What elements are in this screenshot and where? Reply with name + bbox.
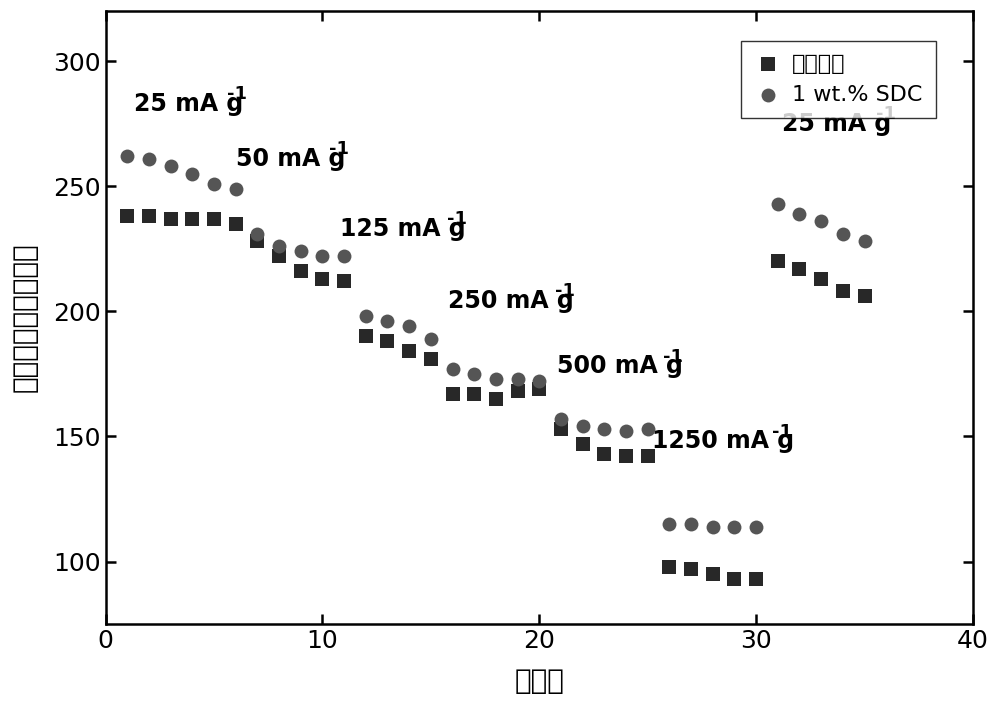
普通材料	[813, 273, 829, 285]
Text: 1250 mA g: 1250 mA g	[652, 429, 794, 453]
X-axis label: 周　期: 周 期	[514, 667, 564, 695]
普通材料	[445, 388, 461, 400]
普通材料	[293, 265, 309, 277]
Text: 25 mA g: 25 mA g	[782, 112, 891, 136]
普通材料	[228, 218, 244, 229]
普通材料	[726, 573, 742, 585]
1 wt.% SDC	[358, 311, 374, 322]
普通材料	[379, 336, 395, 347]
普通材料	[358, 330, 374, 342]
普通材料	[553, 424, 569, 435]
普通材料	[249, 236, 265, 247]
普通材料	[423, 353, 439, 364]
Text: 125 mA g: 125 mA g	[340, 217, 465, 241]
Text: -1: -1	[329, 140, 349, 158]
普通材料	[857, 291, 873, 302]
1 wt.% SDC	[770, 198, 786, 210]
1 wt.% SDC	[813, 215, 829, 227]
1 wt.% SDC	[445, 364, 461, 375]
Text: -1: -1	[772, 423, 792, 441]
Y-axis label: 放　电　比　容　量: 放 电 比 容 量	[11, 243, 39, 393]
普通材料	[575, 438, 591, 450]
Text: -1: -1	[227, 85, 247, 103]
普通材料	[466, 388, 482, 400]
普通材料	[184, 213, 200, 225]
1 wt.% SDC	[228, 183, 244, 194]
1 wt.% SDC	[119, 150, 135, 162]
1 wt.% SDC	[531, 376, 547, 387]
普通材料	[141, 210, 157, 222]
1 wt.% SDC	[379, 316, 395, 327]
Text: 250 mA g: 250 mA g	[448, 289, 574, 313]
1 wt.% SDC	[683, 518, 699, 530]
1 wt.% SDC	[206, 178, 222, 189]
1 wt.% SDC	[141, 153, 157, 164]
1 wt.% SDC	[705, 521, 721, 532]
普通材料	[835, 286, 851, 297]
1 wt.% SDC	[726, 521, 742, 532]
普通材料	[596, 448, 612, 460]
普通材料	[401, 346, 417, 357]
1 wt.% SDC	[271, 241, 287, 252]
Text: 25 mA g: 25 mA g	[134, 92, 243, 116]
1 wt.% SDC	[661, 518, 677, 530]
普通材料	[510, 385, 526, 397]
Text: -1: -1	[663, 347, 683, 366]
普通材料	[314, 273, 330, 285]
1 wt.% SDC	[640, 424, 656, 435]
普通材料	[661, 561, 677, 573]
普通材料	[119, 210, 135, 222]
普通材料	[770, 256, 786, 267]
Text: -1: -1	[876, 104, 896, 123]
普通材料	[748, 573, 764, 585]
普通材料	[640, 451, 656, 462]
普通材料	[705, 568, 721, 580]
1 wt.% SDC	[249, 228, 265, 239]
1 wt.% SDC	[336, 251, 352, 262]
Text: 500 mA g: 500 mA g	[557, 354, 683, 378]
Text: -1: -1	[555, 282, 575, 301]
普通材料	[488, 393, 504, 405]
1 wt.% SDC	[184, 168, 200, 179]
1 wt.% SDC	[466, 369, 482, 380]
普通材料	[791, 263, 807, 275]
1 wt.% SDC	[618, 426, 634, 437]
1 wt.% SDC	[835, 228, 851, 239]
1 wt.% SDC	[423, 333, 439, 345]
Text: 50 mA g: 50 mA g	[236, 147, 345, 171]
1 wt.% SDC	[575, 421, 591, 432]
Legend: 普通材料, 1 wt.% SDC: 普通材料, 1 wt.% SDC	[741, 41, 936, 119]
1 wt.% SDC	[748, 521, 764, 532]
Text: -1: -1	[447, 210, 467, 228]
1 wt.% SDC	[857, 236, 873, 247]
普通材料	[163, 213, 179, 225]
普通材料	[683, 563, 699, 575]
普通材料	[271, 251, 287, 262]
1 wt.% SDC	[510, 373, 526, 385]
普通材料	[531, 383, 547, 395]
1 wt.% SDC	[401, 321, 417, 332]
1 wt.% SDC	[596, 424, 612, 435]
1 wt.% SDC	[163, 160, 179, 172]
1 wt.% SDC	[488, 373, 504, 385]
1 wt.% SDC	[293, 246, 309, 257]
普通材料	[206, 213, 222, 225]
1 wt.% SDC	[314, 251, 330, 262]
普通材料	[618, 451, 634, 462]
1 wt.% SDC	[553, 413, 569, 424]
普通材料	[336, 276, 352, 287]
1 wt.% SDC	[791, 208, 807, 220]
